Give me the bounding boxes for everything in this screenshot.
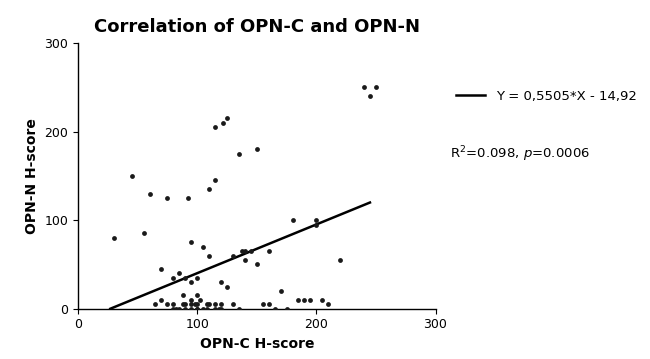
Point [192, 306, 202, 312]
Point [213, 306, 224, 312]
Point [186, 297, 196, 303]
Point [180, 275, 190, 281]
Point [192, 302, 202, 307]
Text: R$^2$=0.098, $p$=0.0006: R$^2$=0.098, $p$=0.0006 [450, 144, 590, 164]
Point [234, 306, 244, 312]
Point [198, 306, 208, 312]
Point [227, 302, 238, 307]
Point [183, 195, 193, 201]
Point [323, 302, 333, 307]
Point [227, 253, 238, 258]
Point [177, 302, 188, 307]
Point [150, 302, 161, 307]
Point [180, 302, 190, 307]
Point [216, 306, 226, 312]
Point [311, 217, 322, 223]
Point [269, 306, 280, 312]
Point [359, 84, 369, 90]
Point [246, 248, 256, 254]
Point [204, 302, 214, 307]
Point [174, 306, 185, 312]
Point [216, 279, 226, 285]
Point [210, 306, 220, 312]
Point [186, 306, 196, 312]
Point [263, 302, 274, 307]
Point [190, 302, 200, 307]
Point [192, 293, 202, 298]
Point [252, 262, 262, 267]
Point [222, 116, 232, 121]
Point [202, 306, 212, 312]
Point [156, 297, 166, 303]
Point [240, 257, 250, 263]
Point [240, 248, 250, 254]
Point [263, 248, 274, 254]
Y-axis label: OPN-N H-score: OPN-N H-score [25, 118, 39, 234]
Point [194, 297, 205, 303]
Point [237, 248, 248, 254]
Point [174, 270, 185, 276]
Point [168, 302, 179, 307]
Point [317, 297, 328, 303]
Point [311, 222, 322, 228]
Point [138, 230, 149, 236]
Point [180, 306, 190, 312]
Point [306, 297, 316, 303]
Point [126, 173, 137, 179]
Point [365, 93, 375, 99]
Point [156, 266, 166, 272]
Point [287, 217, 298, 223]
Point [210, 177, 220, 183]
Point [210, 302, 220, 307]
Point [177, 293, 188, 298]
Point [370, 84, 381, 90]
X-axis label: OPN-C H-score: OPN-C H-score [200, 337, 314, 351]
Point [257, 302, 268, 307]
Point [109, 235, 119, 241]
Point [335, 257, 345, 263]
Point [186, 239, 196, 245]
Point [202, 302, 212, 307]
Point [299, 297, 309, 303]
Point [186, 302, 196, 307]
Point [162, 302, 173, 307]
Legend: Y = 0,5505*X - 14,92: Y = 0,5505*X - 14,92 [456, 89, 637, 103]
Point [168, 275, 179, 281]
Point [162, 195, 173, 201]
Point [170, 306, 181, 312]
Point [234, 151, 244, 157]
Point [222, 284, 232, 289]
Point [204, 253, 214, 258]
Point [281, 306, 292, 312]
Point [210, 124, 220, 130]
Point [252, 146, 262, 152]
Point [192, 275, 202, 281]
Point [168, 306, 179, 312]
Point [198, 244, 208, 250]
Point [293, 297, 304, 303]
Title: Correlation of OPN-C and OPN-N: Correlation of OPN-C and OPN-N [94, 18, 420, 36]
Point [204, 186, 214, 192]
Point [186, 279, 196, 285]
Point [192, 306, 202, 312]
Point [216, 302, 226, 307]
Point [218, 120, 229, 126]
Point [276, 288, 286, 294]
Point [144, 191, 155, 196]
